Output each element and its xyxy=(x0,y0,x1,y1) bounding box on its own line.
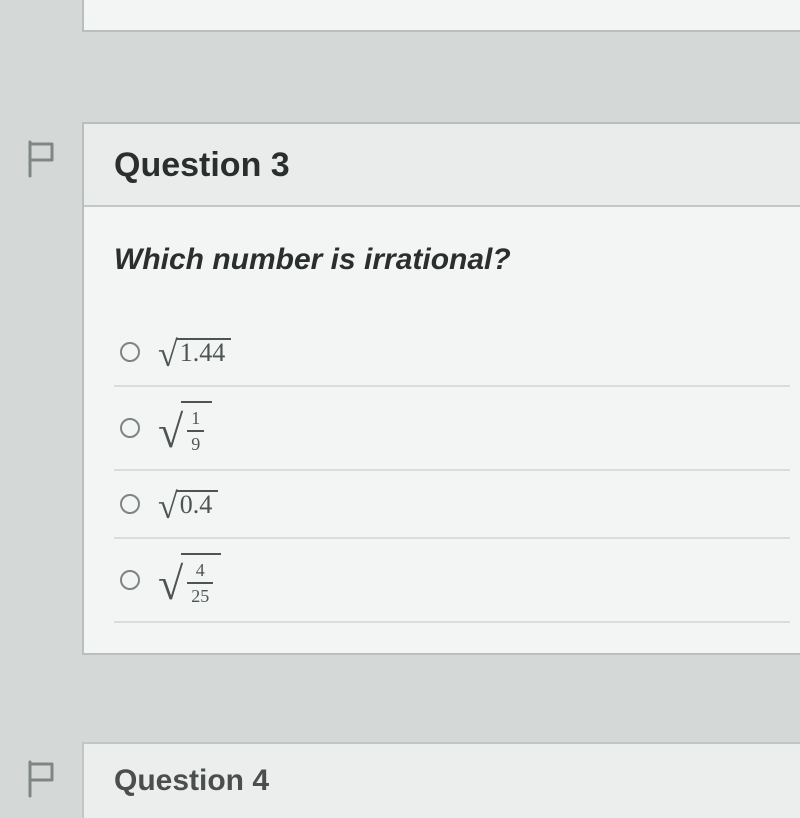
option-math: √19 xyxy=(158,401,212,455)
option-math: √425 xyxy=(158,553,221,607)
answer-option[interactable]: √1.44 xyxy=(114,319,790,387)
radio-icon xyxy=(120,570,140,590)
next-question-card: Question 4 xyxy=(82,742,800,818)
previous-question-box-fragment xyxy=(82,0,800,32)
flag-question-icon[interactable] xyxy=(24,138,60,178)
question-header: Question 3 xyxy=(84,124,800,207)
option-math: √1.44 xyxy=(158,334,231,370)
question-card: Question 3 Which number is irrational? √… xyxy=(82,122,800,655)
question-prompt: Which number is irrational? xyxy=(114,243,790,277)
radio-icon xyxy=(120,342,140,362)
flag-question-icon[interactable] xyxy=(24,758,60,803)
answer-option[interactable]: √425 xyxy=(114,539,790,623)
answer-option[interactable]: √19 xyxy=(114,387,790,471)
answer-option[interactable]: √0.4 xyxy=(114,471,790,539)
option-math: √0.4 xyxy=(158,486,218,522)
question-title: Question 3 xyxy=(114,146,790,185)
question-body: Which number is irrational? √1.44 √19 √0… xyxy=(84,207,800,653)
radio-icon xyxy=(120,494,140,514)
radio-icon xyxy=(120,418,140,438)
next-question-title: Question 4 xyxy=(114,764,790,798)
